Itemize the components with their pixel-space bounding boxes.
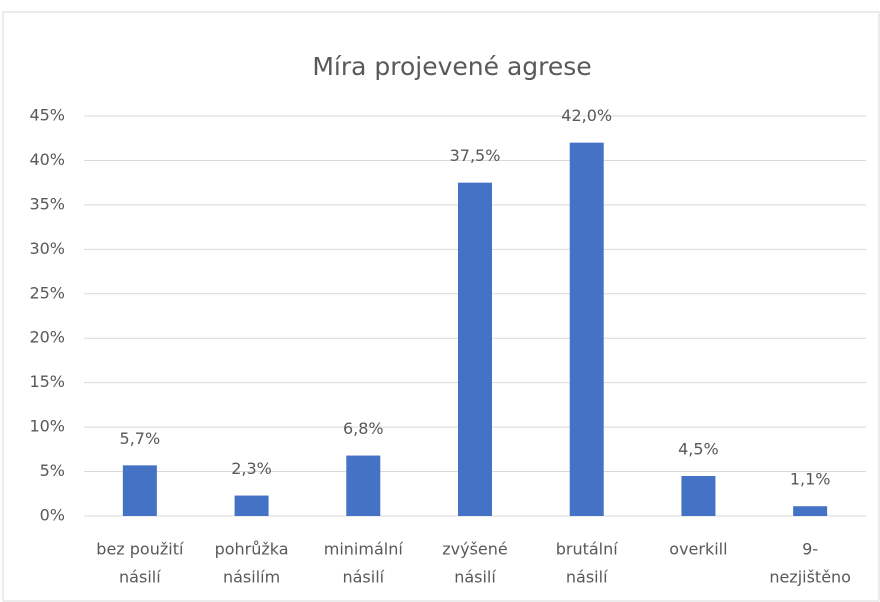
x-tick-label: násilí <box>119 568 161 587</box>
x-tick-label: brutální <box>556 540 619 559</box>
y-tick-label: 25% <box>29 283 65 302</box>
y-tick-label: 5% <box>40 461 65 480</box>
x-tick-label: 9- <box>802 540 818 559</box>
data-label: 6,8% <box>343 419 384 438</box>
chart-title: Míra projevené agrese <box>312 52 591 81</box>
y-tick-label: 30% <box>29 239 65 258</box>
x-tick-label: nezjištěno <box>769 568 851 587</box>
bar <box>122 465 157 516</box>
bar <box>569 142 604 516</box>
data-label: 4,5% <box>678 440 719 459</box>
x-tick-label: násilí <box>342 568 384 587</box>
bar <box>681 476 716 516</box>
x-tick-label: násilí <box>454 568 496 587</box>
y-tick-label: 10% <box>29 417 65 436</box>
y-tick-label: 35% <box>29 194 65 213</box>
x-tick-label: pohrůžka <box>215 540 289 559</box>
y-tick-label: 45% <box>29 106 65 125</box>
data-label: 2,3% <box>231 459 272 478</box>
bar <box>234 495 269 516</box>
bar <box>346 455 381 516</box>
x-tick-label: zvýšené <box>442 540 508 559</box>
y-tick-label: 15% <box>29 372 65 391</box>
x-tick-label: násilím <box>223 568 280 587</box>
x-tick-label: násilí <box>566 568 608 587</box>
y-tick-label: 40% <box>29 150 65 169</box>
y-tick-label: 20% <box>29 328 65 347</box>
y-tick-label: 0% <box>40 506 65 525</box>
data-label: 37,5% <box>450 146 501 165</box>
bar <box>793 506 828 516</box>
bar <box>458 182 492 516</box>
x-tick-label: overkill <box>669 540 727 559</box>
data-label: 42,0% <box>561 106 612 125</box>
data-label: 5,7% <box>120 429 161 448</box>
x-tick-label: minimální <box>324 540 404 559</box>
x-tick-label: bez použití <box>96 540 184 559</box>
data-label: 1,1% <box>790 470 831 489</box>
